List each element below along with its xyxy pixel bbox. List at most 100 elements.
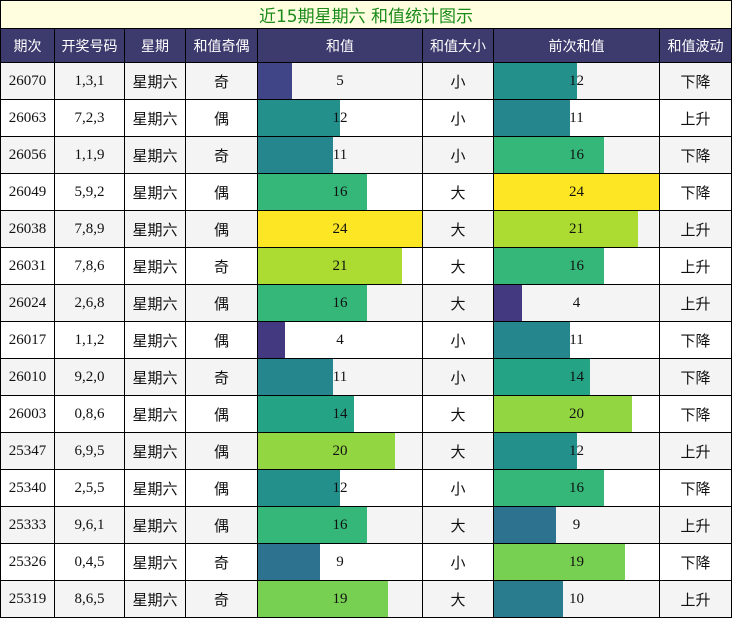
sum-bar bbox=[258, 322, 286, 358]
table-cell: 6,9,5 bbox=[55, 433, 125, 470]
sum-bar bbox=[494, 248, 604, 284]
table-cell: 偶 bbox=[186, 100, 258, 137]
table-cell: 下降 bbox=[660, 470, 732, 507]
table-cell: 上升 bbox=[660, 581, 732, 618]
sum-bar bbox=[258, 211, 422, 247]
sum-cell: 4 bbox=[258, 322, 423, 359]
sum-value: 11 bbox=[569, 109, 584, 126]
sum-value: 11 bbox=[332, 368, 348, 385]
table-cell: 偶 bbox=[186, 211, 258, 248]
sum-cell: 11 bbox=[494, 100, 660, 137]
table-cell: 星期六 bbox=[125, 507, 186, 544]
table-cell: 0,8,6 bbox=[55, 396, 125, 433]
table-cell: 小 bbox=[423, 100, 494, 137]
sum-value: 14 bbox=[569, 368, 584, 385]
table-cell: 偶 bbox=[186, 174, 258, 211]
sum-value: 12 bbox=[569, 72, 584, 89]
table-cell: 大 bbox=[423, 396, 494, 433]
sum-value: 19 bbox=[569, 553, 584, 570]
sum-cell: 16 bbox=[494, 470, 660, 507]
table-cell: 7,8,9 bbox=[55, 211, 125, 248]
table-cell: 大 bbox=[423, 248, 494, 285]
table-cell: 偶 bbox=[186, 322, 258, 359]
table-cell: 1,1,2 bbox=[55, 322, 125, 359]
sum-cell: 19 bbox=[494, 544, 660, 581]
table-cell: 1,3,1 bbox=[55, 63, 125, 100]
table-cell: 1,1,9 bbox=[55, 137, 125, 174]
sum-cell: 19 bbox=[258, 581, 423, 618]
sum-bar bbox=[258, 544, 320, 580]
sum-value: 9 bbox=[572, 516, 581, 533]
sum-value: 16 bbox=[332, 294, 348, 311]
table-cell: 星期六 bbox=[125, 248, 186, 285]
table-cell: 小 bbox=[423, 544, 494, 581]
table-cell: 26063 bbox=[0, 100, 55, 137]
table-cell: 5,9,2 bbox=[55, 174, 125, 211]
sum-cell: 20 bbox=[258, 433, 423, 470]
table-cell: 小 bbox=[423, 137, 494, 174]
sum-bar bbox=[258, 248, 402, 284]
sum-bar bbox=[258, 507, 368, 543]
sum-bar bbox=[258, 174, 368, 210]
sum-value: 21 bbox=[569, 220, 584, 237]
sum-value: 24 bbox=[569, 183, 584, 200]
sum-cell: 4 bbox=[494, 285, 660, 322]
sum-value: 4 bbox=[572, 294, 581, 311]
table-cell: 大 bbox=[423, 433, 494, 470]
table-cell: 偶 bbox=[186, 433, 258, 470]
sum-bar bbox=[258, 137, 334, 173]
sum-value: 10 bbox=[569, 590, 584, 607]
table-cell: 小 bbox=[423, 322, 494, 359]
sum-value: 12 bbox=[332, 479, 348, 496]
table-cell: 星期六 bbox=[125, 174, 186, 211]
table-cell: 大 bbox=[423, 507, 494, 544]
table-cell: 小 bbox=[423, 63, 494, 100]
sum-cell: 12 bbox=[258, 100, 423, 137]
table-cell: 7,2,3 bbox=[55, 100, 125, 137]
sum-cell: 16 bbox=[494, 248, 660, 285]
sum-bar bbox=[494, 285, 522, 321]
table-cell: 上升 bbox=[660, 100, 732, 137]
table-cell: 奇 bbox=[186, 63, 258, 100]
sum-bar bbox=[258, 100, 340, 136]
table-cell: 星期六 bbox=[125, 544, 186, 581]
table-cell: 上升 bbox=[660, 285, 732, 322]
table-cell: 26056 bbox=[0, 137, 55, 174]
table-cell: 26024 bbox=[0, 285, 55, 322]
sum-cell: 16 bbox=[258, 174, 423, 211]
sum-cell: 9 bbox=[494, 507, 660, 544]
sum-cell: 10 bbox=[494, 581, 660, 618]
sum-bar bbox=[494, 396, 632, 432]
table-cell: 下降 bbox=[660, 63, 732, 100]
sum-bar bbox=[494, 174, 659, 210]
table-cell: 8,6,5 bbox=[55, 581, 125, 618]
sum-bar bbox=[494, 544, 625, 580]
table-cell: 偶 bbox=[186, 507, 258, 544]
sum-cell: 21 bbox=[494, 211, 660, 248]
table-cell: 小 bbox=[423, 359, 494, 396]
table-cell: 星期六 bbox=[125, 100, 186, 137]
sum-value: 16 bbox=[569, 257, 584, 274]
table-cell: 星期六 bbox=[125, 470, 186, 507]
sum-value: 20 bbox=[332, 442, 348, 459]
sum-cell: 12 bbox=[494, 63, 660, 100]
table-cell: 25347 bbox=[0, 433, 55, 470]
table-cell: 0,4,5 bbox=[55, 544, 125, 581]
table-cell: 25340 bbox=[0, 470, 55, 507]
table-cell: 上升 bbox=[660, 507, 732, 544]
sum-cell: 24 bbox=[494, 174, 660, 211]
column-header: 和值奇偶 bbox=[186, 29, 258, 63]
table-cell: 星期六 bbox=[125, 359, 186, 396]
sum-value: 12 bbox=[332, 109, 348, 126]
sum-value: 5 bbox=[336, 72, 344, 89]
table-cell: 星期六 bbox=[125, 211, 186, 248]
sum-bar bbox=[258, 359, 334, 395]
sum-bar bbox=[494, 581, 563, 617]
sum-cell: 20 bbox=[494, 396, 660, 433]
sum-cell: 14 bbox=[258, 396, 423, 433]
table-cell: 9,6,1 bbox=[55, 507, 125, 544]
sum-value: 19 bbox=[332, 590, 348, 607]
table-cell: 下降 bbox=[660, 174, 732, 211]
sum-cell: 9 bbox=[258, 544, 423, 581]
sum-value: 12 bbox=[569, 442, 584, 459]
